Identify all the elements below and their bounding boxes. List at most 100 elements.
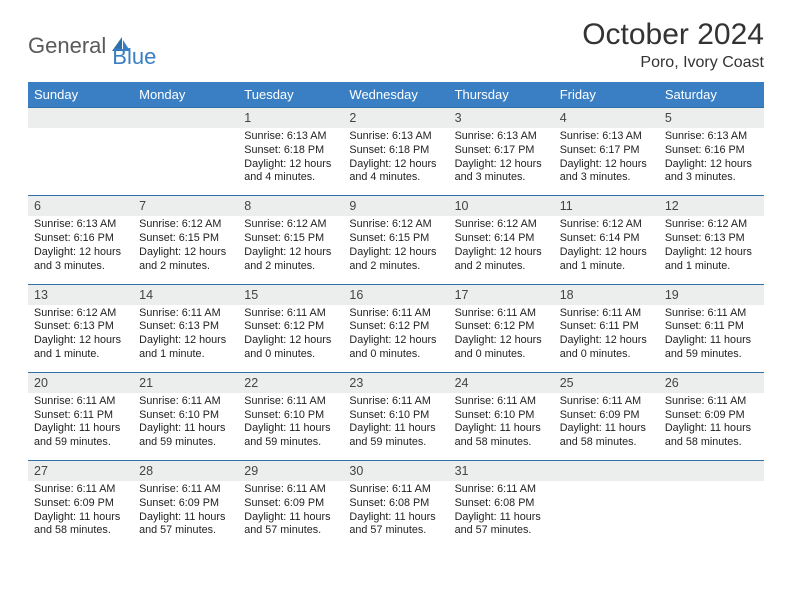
- day-number: 24: [449, 372, 554, 393]
- day-number: 2: [343, 108, 448, 129]
- day-detail-line: Sunset: 6:13 PM: [34, 320, 127, 334]
- day-detail-line: Daylight: 11 hours: [349, 422, 442, 436]
- day-number: 19: [659, 284, 764, 305]
- day-detail-line: Daylight: 11 hours: [560, 422, 653, 436]
- day-detail-line: Sunrise: 6:11 AM: [34, 395, 127, 409]
- day-number: 23: [343, 372, 448, 393]
- day-detail-line: and 59 minutes.: [34, 436, 127, 450]
- day-detail-line: Daylight: 12 hours: [244, 158, 337, 172]
- day-detail-line: Sunrise: 6:11 AM: [34, 483, 127, 497]
- day-detail-line: and 0 minutes.: [455, 348, 548, 362]
- day-detail-line: Daylight: 11 hours: [34, 511, 127, 525]
- calendar-table: Sunday Monday Tuesday Wednesday Thursday…: [28, 82, 764, 548]
- day-detail-line: Sunset: 6:12 PM: [349, 320, 442, 334]
- day-cell: Sunrise: 6:11 AMSunset: 6:12 PMDaylight:…: [343, 305, 448, 373]
- day-detail-line: Sunrise: 6:11 AM: [455, 483, 548, 497]
- day-detail-line: and 3 minutes.: [665, 171, 758, 185]
- day-number: 7: [133, 196, 238, 217]
- day-detail-line: Sunset: 6:09 PM: [665, 409, 758, 423]
- day-number: 17: [449, 284, 554, 305]
- day-detail-line: Daylight: 12 hours: [34, 334, 127, 348]
- day-number: 14: [133, 284, 238, 305]
- day-cell: Sunrise: 6:12 AMSunset: 6:15 PMDaylight:…: [133, 216, 238, 284]
- day-detail-line: Daylight: 12 hours: [139, 334, 232, 348]
- day-cell: Sunrise: 6:13 AMSunset: 6:18 PMDaylight:…: [238, 128, 343, 196]
- day-detail-line: Sunrise: 6:11 AM: [349, 483, 442, 497]
- day-detail-line: and 0 minutes.: [560, 348, 653, 362]
- day-detail-line: Sunrise: 6:11 AM: [244, 307, 337, 321]
- day-number: 6: [28, 196, 133, 217]
- day-cell: [554, 481, 659, 548]
- weekday-monday: Monday: [133, 82, 238, 108]
- day-details: Sunrise: 6:12 AMSunset: 6:15 PMDaylight:…: [349, 218, 442, 273]
- day-detail-line: Sunrise: 6:13 AM: [34, 218, 127, 232]
- day-detail-line: Sunset: 6:14 PM: [560, 232, 653, 246]
- day-number: 27: [28, 461, 133, 482]
- day-detail-line: Daylight: 12 hours: [244, 246, 337, 260]
- day-cell: Sunrise: 6:11 AMSunset: 6:11 PMDaylight:…: [554, 305, 659, 373]
- day-detail-line: Sunset: 6:12 PM: [455, 320, 548, 334]
- day-detail-line: Daylight: 12 hours: [349, 158, 442, 172]
- day-details: Sunrise: 6:12 AMSunset: 6:14 PMDaylight:…: [455, 218, 548, 273]
- day-number: [28, 108, 133, 129]
- day-detail-line: Sunrise: 6:11 AM: [244, 483, 337, 497]
- content-row: Sunrise: 6:11 AMSunset: 6:11 PMDaylight:…: [28, 393, 764, 461]
- day-detail-line: Sunrise: 6:12 AM: [665, 218, 758, 232]
- logo: General Blue: [28, 22, 156, 70]
- daynum-row: 6789101112: [28, 196, 764, 217]
- day-details: Sunrise: 6:12 AMSunset: 6:13 PMDaylight:…: [665, 218, 758, 273]
- day-detail-line: and 3 minutes.: [560, 171, 653, 185]
- day-number: 9: [343, 196, 448, 217]
- day-number: 12: [659, 196, 764, 217]
- day-number: 22: [238, 372, 343, 393]
- day-detail-line: Daylight: 12 hours: [560, 158, 653, 172]
- day-number: 26: [659, 372, 764, 393]
- day-detail-line: Sunrise: 6:11 AM: [455, 395, 548, 409]
- daynum-row: 13141516171819: [28, 284, 764, 305]
- day-details: Sunrise: 6:11 AMSunset: 6:12 PMDaylight:…: [349, 307, 442, 362]
- day-cell: Sunrise: 6:11 AMSunset: 6:11 PMDaylight:…: [659, 305, 764, 373]
- day-detail-line: and 58 minutes.: [34, 524, 127, 538]
- day-detail-line: and 4 minutes.: [244, 171, 337, 185]
- daynum-row: 12345: [28, 108, 764, 129]
- day-cell: Sunrise: 6:11 AMSunset: 6:09 PMDaylight:…: [133, 481, 238, 548]
- day-detail-line: Sunrise: 6:11 AM: [665, 307, 758, 321]
- day-details: Sunrise: 6:12 AMSunset: 6:15 PMDaylight:…: [139, 218, 232, 273]
- day-detail-line: Sunset: 6:11 PM: [34, 409, 127, 423]
- day-detail-line: Sunrise: 6:13 AM: [349, 130, 442, 144]
- day-detail-line: Daylight: 12 hours: [455, 334, 548, 348]
- day-detail-line: and 2 minutes.: [244, 260, 337, 274]
- day-detail-line: Sunrise: 6:13 AM: [455, 130, 548, 144]
- day-detail-line: and 57 minutes.: [349, 524, 442, 538]
- day-detail-line: and 1 minute.: [34, 348, 127, 362]
- day-detail-line: and 2 minutes.: [139, 260, 232, 274]
- day-detail-line: Sunrise: 6:11 AM: [139, 307, 232, 321]
- day-number: 3: [449, 108, 554, 129]
- day-detail-line: and 57 minutes.: [139, 524, 232, 538]
- day-detail-line: Sunset: 6:09 PM: [244, 497, 337, 511]
- day-detail-line: Sunrise: 6:11 AM: [139, 395, 232, 409]
- day-cell: Sunrise: 6:11 AMSunset: 6:13 PMDaylight:…: [133, 305, 238, 373]
- day-detail-line: Daylight: 11 hours: [244, 422, 337, 436]
- day-detail-line: Sunset: 6:16 PM: [665, 144, 758, 158]
- day-number: 15: [238, 284, 343, 305]
- day-details: Sunrise: 6:13 AMSunset: 6:18 PMDaylight:…: [349, 130, 442, 185]
- day-detail-line: Sunrise: 6:13 AM: [560, 130, 653, 144]
- day-details: Sunrise: 6:13 AMSunset: 6:16 PMDaylight:…: [34, 218, 127, 273]
- day-detail-line: Daylight: 11 hours: [139, 511, 232, 525]
- day-detail-line: Sunset: 6:09 PM: [560, 409, 653, 423]
- day-number: [133, 108, 238, 129]
- day-detail-line: Sunrise: 6:12 AM: [34, 307, 127, 321]
- title-block: October 2024 Poro, Ivory Coast: [582, 18, 764, 72]
- day-cell: Sunrise: 6:12 AMSunset: 6:13 PMDaylight:…: [28, 305, 133, 373]
- day-cell: Sunrise: 6:12 AMSunset: 6:15 PMDaylight:…: [343, 216, 448, 284]
- header: General Blue October 2024 Poro, Ivory Co…: [28, 18, 764, 72]
- day-detail-line: Sunset: 6:09 PM: [139, 497, 232, 511]
- day-detail-line: Daylight: 12 hours: [349, 246, 442, 260]
- day-cell: Sunrise: 6:11 AMSunset: 6:09 PMDaylight:…: [659, 393, 764, 461]
- day-number: 1: [238, 108, 343, 129]
- weekday-sunday: Sunday: [28, 82, 133, 108]
- day-cell: Sunrise: 6:11 AMSunset: 6:10 PMDaylight:…: [133, 393, 238, 461]
- day-cell: [28, 128, 133, 196]
- day-detail-line: Sunset: 6:18 PM: [244, 144, 337, 158]
